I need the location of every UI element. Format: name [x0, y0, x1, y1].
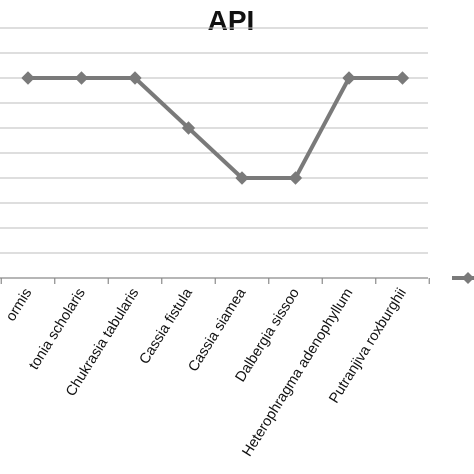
series-group: [21, 71, 410, 185]
x-tick-label: ormis: [3, 286, 35, 325]
x-tick-label: Cassia fistula: [137, 285, 197, 367]
x-tick-label: Cassia siamea: [185, 285, 249, 375]
data-point: [288, 171, 303, 185]
x-tick-label: Heterophragma adenophyllum: [239, 286, 356, 460]
chart-title: API: [208, 5, 255, 36]
data-point: [342, 71, 356, 85]
legend-key-marker: [462, 272, 474, 284]
data-point: [128, 71, 142, 85]
data-point: [235, 171, 249, 185]
series-line: [28, 76, 403, 180]
axes: [0, 277, 430, 284]
legend: [452, 272, 474, 284]
x-tick-label: tonia scholaris: [26, 286, 89, 373]
gridlines: [0, 27, 428, 254]
data-point: [181, 121, 196, 135]
data-point: [21, 71, 35, 85]
data-point: [74, 71, 89, 85]
data-point: [395, 71, 410, 85]
